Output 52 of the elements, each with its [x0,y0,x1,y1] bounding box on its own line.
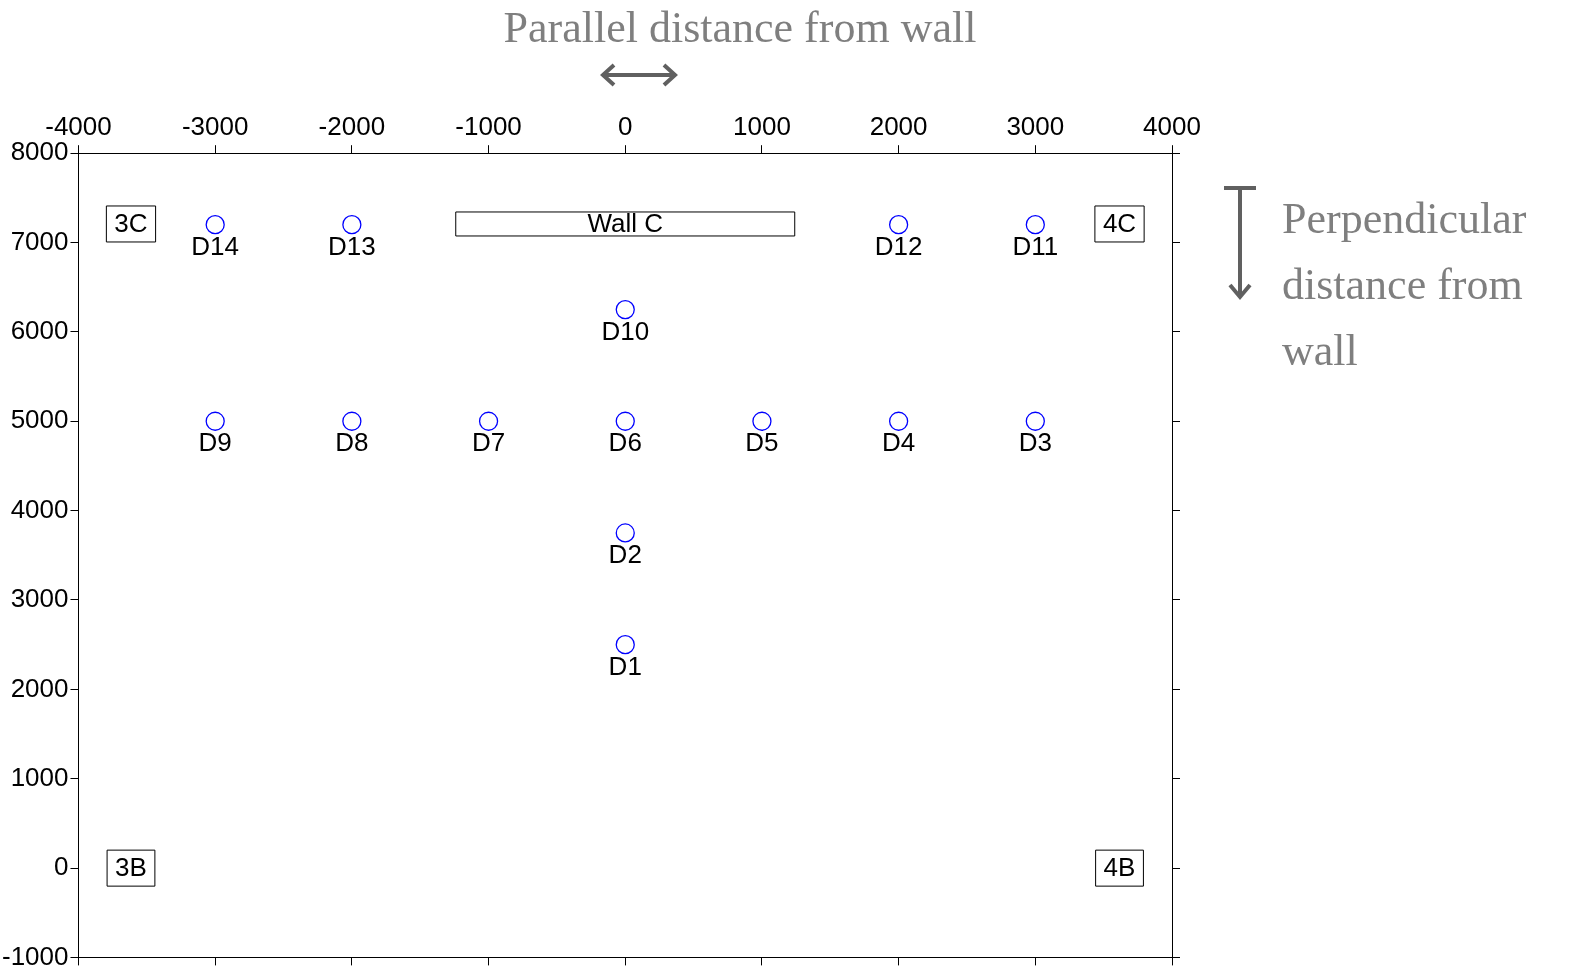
data-label: D13 [328,230,376,261]
point [615,299,635,320]
y-tick-label: 5000 [10,404,69,435]
x-tick-label: 0 [618,110,633,141]
x-tick-label: -1000 [455,110,522,141]
data-label: D7 [471,427,506,458]
data-label: D8 [335,427,369,458]
y-tick-label: 3000 [10,583,69,614]
annotation: 3C [114,208,148,239]
point [342,411,362,431]
point [888,411,909,431]
y-tick-label: 4000 [10,493,69,524]
annotation: 4B [1103,852,1136,883]
point [342,215,362,235]
data-label: D11 [1012,230,1059,261]
y-tick-label: 7000 [10,225,69,256]
x-tick-label: 3000 [1006,110,1065,141]
point [205,215,225,235]
point [615,635,635,655]
x-tick-label: 2000 [869,110,928,141]
data-label: D14 [191,230,240,261]
point [888,215,909,235]
data-label: D10 [601,315,650,346]
x-axis-title: Parallel distance from wall [502,2,978,53]
point [615,411,635,431]
point [1025,411,1045,431]
annotation: 4C [1102,208,1137,239]
point [478,411,499,431]
data-label: D2 [608,539,642,570]
point [615,523,635,543]
y-tick-label: 0 [54,851,69,882]
y-tick-label: 6000 [10,315,69,346]
x-tick-label: 4000 [1143,110,1201,141]
y-tick-label: 1000 [10,761,69,792]
data-label: D5 [745,427,779,458]
annotation: Wall C [587,208,664,239]
x-tick-label: -2000 [318,110,386,141]
point [205,411,225,431]
point [1025,215,1045,235]
y-axis-title: Perpendicular distance from wall [1282,193,1528,377]
y-tick-label: -1000 [2,940,69,971]
data-label: D9 [198,427,232,458]
point [752,411,772,431]
data-label: D3 [1018,427,1052,458]
x-tick-label: 1000 [733,110,791,141]
y-tick-label: 2000 [10,672,69,703]
data-label: D12 [874,230,923,261]
data-label: D6 [608,427,642,458]
x-tick-label: -3000 [181,110,249,141]
annotation: 3B [115,852,147,883]
data-label: D4 [882,427,916,458]
data-label: D1 [608,650,642,681]
